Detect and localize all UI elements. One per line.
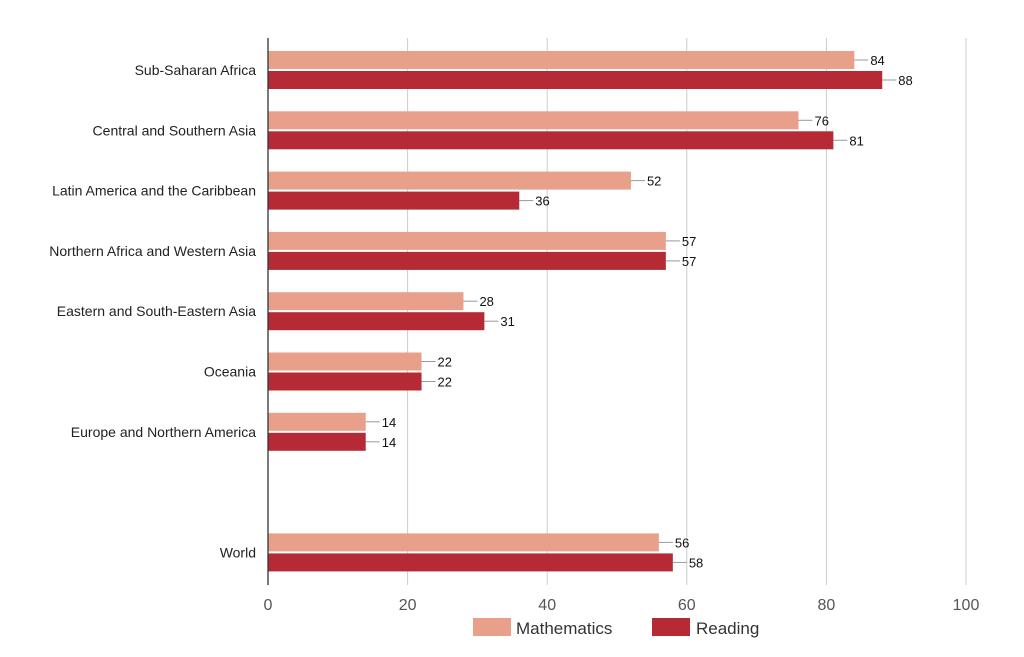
- bar-mathematics: [268, 231, 666, 250]
- data-label: 22: [438, 375, 452, 390]
- bar-reading: [268, 312, 485, 331]
- bar-reading: [268, 71, 883, 89]
- bar-mathematics: [268, 412, 366, 431]
- x-tick-label: 0: [264, 597, 273, 614]
- x-tick-label: 20: [399, 597, 417, 614]
- category-label: World: [220, 544, 256, 560]
- data-label: 28: [479, 294, 493, 309]
- bar-mathematics: [268, 171, 631, 190]
- data-label: 88: [898, 73, 912, 88]
- data-label: 57: [682, 234, 696, 249]
- bars: [268, 51, 883, 572]
- x-tick-label: 100: [953, 597, 980, 614]
- data-label: 31: [500, 314, 514, 329]
- data-label: 14: [382, 435, 396, 450]
- legend: Mathematics Reading: [473, 618, 759, 638]
- data-label: 58: [689, 555, 703, 570]
- data-label: 81: [849, 133, 863, 148]
- category-label: Eastern and South-Eastern Asia: [57, 303, 256, 319]
- bar-reading: [268, 131, 834, 150]
- category-label: Europe and Northern America: [71, 424, 256, 440]
- data-label: 76: [814, 113, 828, 128]
- legend-label: Mathematics: [516, 619, 612, 638]
- bar-mathematics: [268, 111, 799, 130]
- bar-mathematics: [268, 352, 422, 371]
- legend-item-mathematics: Mathematics: [473, 618, 612, 638]
- category-label: Northern Africa and Western Asia: [49, 243, 256, 259]
- bar-reading: [268, 372, 422, 391]
- bar-reading: [268, 191, 520, 210]
- x-tick-label: 60: [678, 597, 696, 614]
- category-label: Sub-Saharan Africa: [135, 62, 257, 78]
- data-label: 52: [647, 174, 661, 189]
- legend-swatch: [652, 618, 690, 636]
- data-label: 57: [682, 254, 696, 269]
- bar-mathematics: [268, 292, 464, 311]
- data-label: 22: [438, 355, 452, 370]
- category-label: Oceania: [204, 364, 256, 380]
- legend-item-reading: Reading: [652, 618, 759, 638]
- bar-reading: [268, 432, 366, 451]
- bar-mathematics: [268, 533, 659, 552]
- bar-reading: [268, 251, 666, 270]
- x-tick-label: 80: [818, 597, 836, 614]
- data-label: 36: [535, 194, 549, 209]
- data-label: 56: [675, 535, 689, 550]
- bar-reading: [268, 553, 673, 572]
- category-label: Latin America and the Caribbean: [52, 183, 256, 199]
- legend-swatch: [473, 618, 511, 636]
- data-label: 84: [870, 53, 884, 68]
- labels: 0 20 40 60 80 100 Sub-Saharan Africa 84 88 Centra…: [49, 53, 979, 614]
- data-label: 14: [382, 415, 396, 430]
- category-label: Central and Southern Asia: [93, 122, 257, 138]
- x-tick-label: 40: [538, 597, 556, 614]
- bar-mathematics: [268, 51, 855, 69]
- legend-label: Reading: [696, 619, 759, 638]
